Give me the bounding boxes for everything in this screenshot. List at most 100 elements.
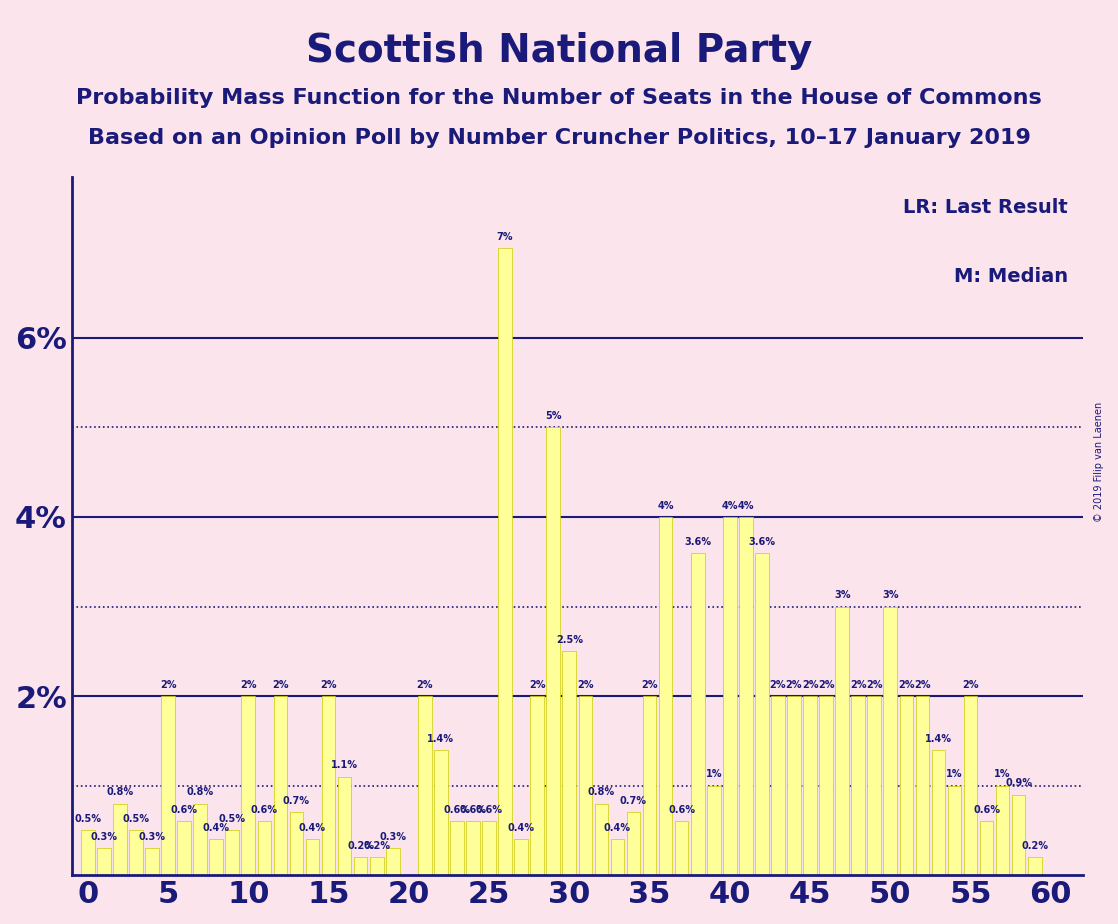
Bar <box>145 848 159 875</box>
Bar <box>530 696 544 875</box>
Text: M: Median: M: Median <box>954 267 1068 286</box>
Text: 2%: 2% <box>417 680 433 690</box>
Bar <box>578 696 593 875</box>
Text: 0.6%: 0.6% <box>669 805 695 815</box>
Text: Probability Mass Function for the Number of Seats in the House of Commons: Probability Mass Function for the Number… <box>76 88 1042 108</box>
Bar <box>739 517 752 875</box>
Text: 1.4%: 1.4% <box>925 734 951 744</box>
Text: 0.5%: 0.5% <box>123 814 150 824</box>
Text: 2%: 2% <box>866 680 882 690</box>
Bar <box>305 839 320 875</box>
Bar <box>370 857 383 875</box>
Text: 0.7%: 0.7% <box>620 796 647 807</box>
Text: 0.5%: 0.5% <box>74 814 102 824</box>
Bar <box>691 553 704 875</box>
Bar <box>322 696 335 875</box>
Text: 0.5%: 0.5% <box>219 814 246 824</box>
Bar <box>290 812 303 875</box>
Text: 2%: 2% <box>802 680 818 690</box>
Bar <box>547 428 560 875</box>
Bar <box>627 812 641 875</box>
Text: 2%: 2% <box>818 680 834 690</box>
Bar <box>226 831 239 875</box>
Bar <box>241 696 255 875</box>
Bar <box>338 777 351 875</box>
Text: 3.6%: 3.6% <box>748 537 776 546</box>
Bar <box>771 696 785 875</box>
Bar <box>514 839 528 875</box>
Text: 0.9%: 0.9% <box>1005 778 1032 788</box>
Text: 0.3%: 0.3% <box>379 832 406 842</box>
Bar <box>129 831 143 875</box>
Bar <box>996 785 1010 875</box>
Text: 0.8%: 0.8% <box>588 787 615 797</box>
Text: 2%: 2% <box>320 680 337 690</box>
Bar <box>900 696 913 875</box>
Text: LR: Last Result: LR: Last Result <box>903 198 1068 216</box>
Text: 0.4%: 0.4% <box>508 823 534 833</box>
Bar <box>178 821 191 875</box>
Text: 2%: 2% <box>915 680 930 690</box>
Text: 2.5%: 2.5% <box>556 635 582 645</box>
Bar <box>931 749 945 875</box>
Bar <box>113 804 126 875</box>
Bar <box>482 821 496 875</box>
Text: 1%: 1% <box>705 770 722 779</box>
Text: 2%: 2% <box>850 680 866 690</box>
Text: 2%: 2% <box>642 680 657 690</box>
Text: 2%: 2% <box>529 680 546 690</box>
Text: 0.6%: 0.6% <box>444 805 471 815</box>
Bar <box>659 517 672 875</box>
Text: 2%: 2% <box>577 680 594 690</box>
Bar <box>610 839 624 875</box>
Bar <box>868 696 881 875</box>
Bar <box>193 804 207 875</box>
Text: 7%: 7% <box>496 232 513 242</box>
Text: Scottish National Party: Scottish National Party <box>306 32 812 70</box>
Bar <box>80 831 95 875</box>
Text: 1%: 1% <box>946 770 963 779</box>
Text: 0.6%: 0.6% <box>973 805 1001 815</box>
Bar <box>595 804 608 875</box>
Text: 0.8%: 0.8% <box>106 787 133 797</box>
Bar <box>353 857 368 875</box>
Text: 4%: 4% <box>738 501 754 511</box>
Text: 0.2%: 0.2% <box>1021 841 1049 851</box>
Bar <box>883 606 897 875</box>
Text: 2%: 2% <box>769 680 786 690</box>
Text: 0.3%: 0.3% <box>139 832 165 842</box>
Text: 0.2%: 0.2% <box>347 841 375 851</box>
Bar <box>499 249 512 875</box>
Bar <box>451 821 464 875</box>
Text: 0.4%: 0.4% <box>604 823 631 833</box>
Text: 0.4%: 0.4% <box>299 823 326 833</box>
Bar <box>964 696 977 875</box>
Bar <box>466 821 480 875</box>
Bar <box>643 696 656 875</box>
Bar <box>803 696 817 875</box>
Bar <box>819 696 833 875</box>
Text: 0.6%: 0.6% <box>459 805 486 815</box>
Text: 0.6%: 0.6% <box>475 805 502 815</box>
Bar <box>161 696 174 875</box>
Text: 1%: 1% <box>994 770 1011 779</box>
Bar <box>1027 857 1042 875</box>
Bar <box>562 651 576 875</box>
Bar <box>675 821 689 875</box>
Bar <box>418 696 432 875</box>
Bar <box>209 839 222 875</box>
Text: 3.6%: 3.6% <box>684 537 711 546</box>
Text: Based on an Opinion Poll by Number Cruncher Politics, 10–17 January 2019: Based on an Opinion Poll by Number Crunc… <box>87 128 1031 148</box>
Bar <box>852 696 865 875</box>
Text: 2%: 2% <box>898 680 915 690</box>
Bar <box>97 848 111 875</box>
Bar <box>979 821 994 875</box>
Bar <box>723 517 737 875</box>
Text: 2%: 2% <box>160 680 177 690</box>
Text: © 2019 Filip van Laenen: © 2019 Filip van Laenen <box>1095 402 1103 522</box>
Text: 5%: 5% <box>544 411 561 421</box>
Text: 2%: 2% <box>272 680 288 690</box>
Text: 4%: 4% <box>721 501 738 511</box>
Bar <box>755 553 769 875</box>
Text: 0.3%: 0.3% <box>91 832 117 842</box>
